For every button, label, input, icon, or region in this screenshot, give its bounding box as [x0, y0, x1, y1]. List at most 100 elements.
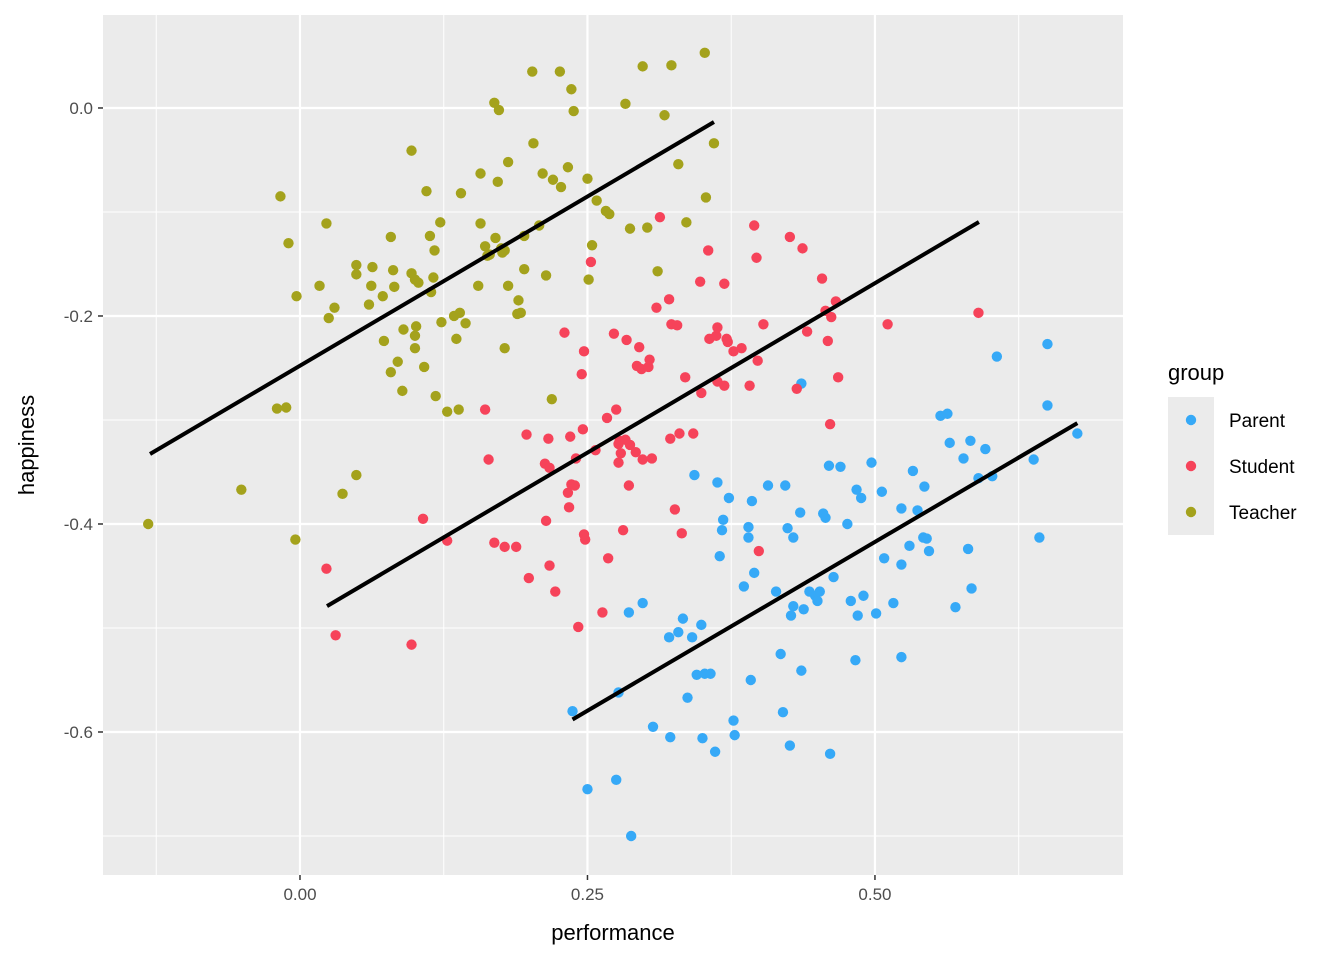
point-student [544, 560, 555, 571]
point-student [321, 563, 332, 574]
point-parent [944, 437, 955, 449]
point-parent [677, 613, 689, 624]
point-parent [686, 632, 698, 643]
point-parent [728, 715, 739, 726]
point-parent [696, 619, 707, 631]
fit-line-parent [571, 421, 1079, 722]
point-teacher [681, 217, 692, 228]
point-student [417, 513, 429, 524]
point-parent [962, 543, 974, 555]
point-teacher [280, 402, 292, 413]
point-parent [896, 559, 907, 570]
x-axis-title: performance [551, 920, 675, 945]
point-parent [851, 484, 862, 495]
point-teacher [142, 518, 154, 530]
point-parent [1042, 338, 1053, 350]
point-teacher [473, 280, 484, 292]
point-student [624, 439, 636, 451]
y-tick-label: 0.0 [69, 99, 93, 118]
point-parent [780, 480, 791, 491]
point-student [711, 330, 722, 341]
point-parent [709, 746, 721, 757]
point-student [611, 404, 622, 415]
point-student [623, 480, 635, 491]
point-student [719, 278, 730, 289]
point-parent [796, 665, 807, 676]
point-parent [784, 740, 796, 751]
point-parent [845, 595, 857, 607]
point-parent [921, 533, 932, 544]
point-teacher [389, 281, 400, 293]
point-parent [705, 668, 716, 679]
point-teacher [537, 168, 548, 179]
point-student [744, 380, 755, 391]
point-teacher [424, 230, 436, 242]
point-teacher [378, 335, 390, 347]
point-parent [912, 505, 923, 516]
point-student [694, 276, 706, 287]
point-student [559, 327, 570, 338]
point-parent [777, 707, 789, 718]
point-teacher [583, 274, 594, 285]
point-teacher [363, 299, 375, 310]
point-parent [749, 567, 760, 579]
point-student [577, 424, 589, 435]
point-parent [697, 733, 708, 744]
legend-title: group [1168, 360, 1224, 385]
x-tick-label: 0.25 [571, 885, 604, 904]
point-student [634, 341, 645, 353]
point-parent [770, 586, 782, 597]
point-teacher [546, 393, 558, 405]
point-parent [795, 507, 806, 518]
point-student [543, 433, 554, 444]
point-student [722, 336, 733, 348]
point-teacher [441, 406, 453, 417]
point-parent [965, 435, 976, 446]
point-student [654, 211, 666, 223]
point-parent [812, 595, 823, 607]
point-teacher [385, 366, 397, 378]
point-parent [712, 477, 723, 488]
point-student [784, 231, 796, 243]
point-student [728, 346, 739, 357]
point-student [510, 541, 522, 553]
point-student [479, 404, 491, 415]
point-parent [850, 655, 861, 666]
fit-line-teacher [149, 120, 715, 456]
point-parent [923, 545, 935, 557]
point-parent [625, 830, 637, 842]
point-teacher [454, 307, 466, 319]
point-student [597, 607, 608, 618]
point-student [712, 322, 723, 333]
point-parent [870, 608, 882, 619]
point-student [826, 311, 837, 323]
point-student [688, 428, 699, 439]
y-tick-label: -0.4 [64, 515, 93, 534]
point-teacher [453, 404, 464, 415]
y-axis: 0.0 -0.2 -0.4 -0.6 [64, 99, 103, 742]
x-axis: 0.00 0.25 0.50 [283, 875, 892, 904]
point-student [816, 273, 828, 284]
point-teacher [451, 333, 462, 345]
point-teacher [582, 173, 593, 184]
point-student [703, 245, 714, 256]
point-student [615, 448, 627, 459]
point-student [576, 369, 587, 380]
point-parent [1034, 532, 1045, 543]
gridlines [103, 15, 1123, 875]
point-parent [788, 532, 799, 543]
point-parent [919, 481, 930, 492]
point-teacher [428, 272, 439, 283]
data-points [142, 47, 1083, 842]
point-student [540, 515, 552, 527]
point-parent [623, 607, 635, 618]
point-teacher [275, 191, 286, 202]
point-parent [729, 729, 740, 741]
point-teacher [604, 208, 615, 220]
point-teacher [329, 302, 340, 313]
point-parent [828, 571, 839, 583]
point-teacher [455, 188, 467, 199]
point-parent [1042, 400, 1053, 411]
point-parent [647, 721, 659, 732]
